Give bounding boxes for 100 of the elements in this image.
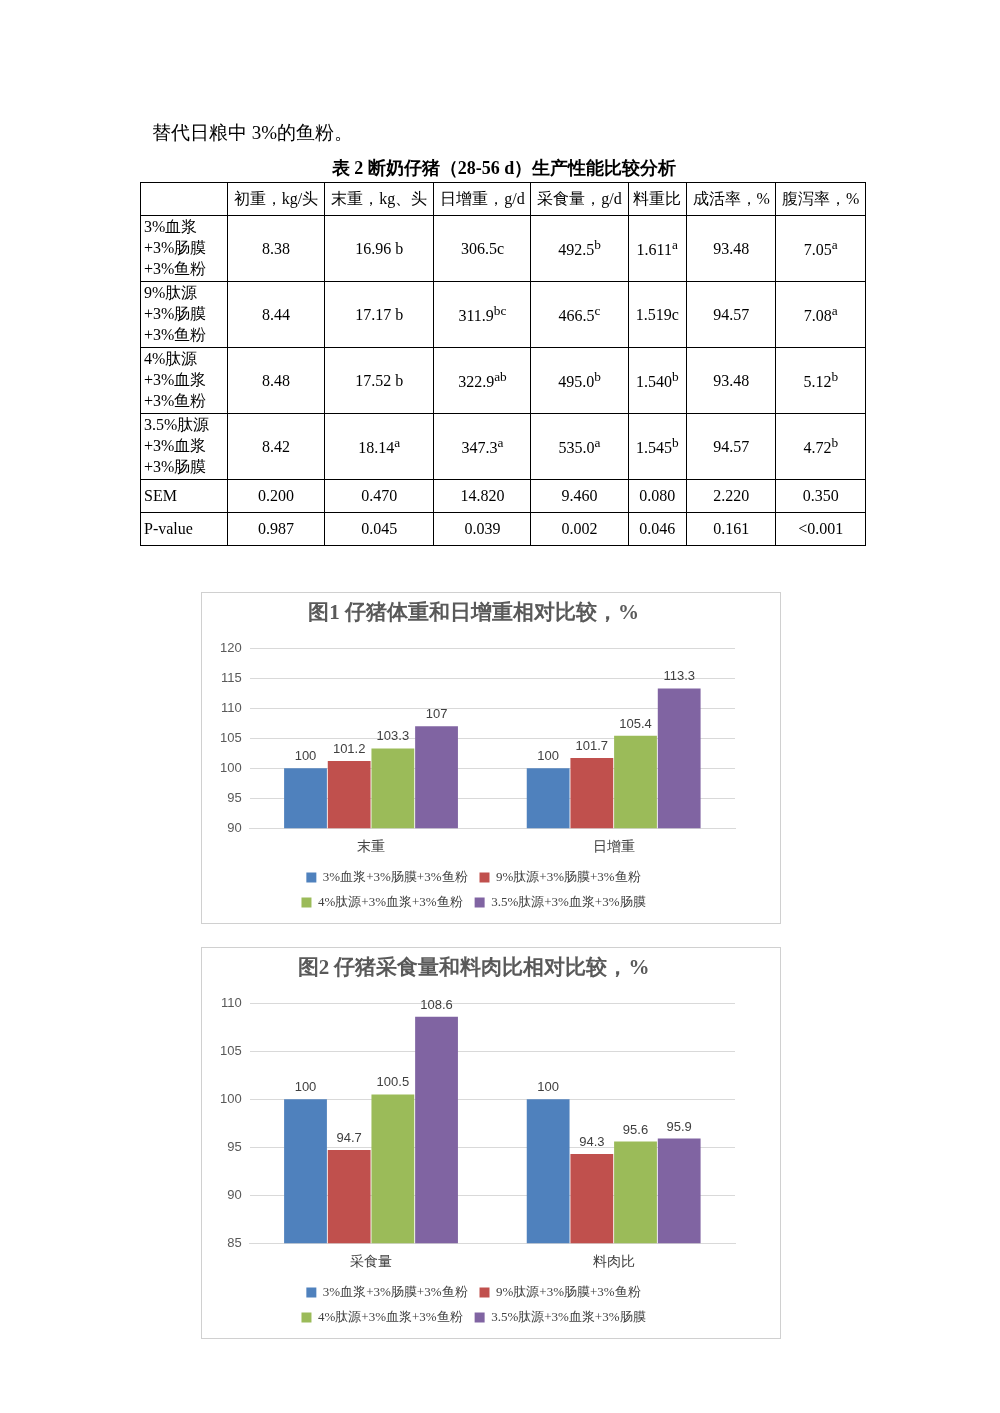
text: 4%肽源+3%血浆+3%鱼粉	[140, 347, 228, 414]
text: 0.002	[530, 512, 629, 546]
text: 1.519c	[628, 281, 687, 348]
text: 末重，kg、头	[324, 182, 434, 216]
text: 0.350	[775, 479, 866, 513]
text: 7.08$^{a}$	[775, 281, 866, 348]
text: 表 2 断奶仔猪（28-56 d）生产性能比较分析	[330, 157, 678, 180]
text: P-value	[140, 512, 228, 546]
text: 17.17 b	[324, 281, 434, 348]
text: 18.14$^{a}$	[324, 413, 434, 480]
text: 0.080	[628, 479, 687, 513]
text: 7.05$^{a}$	[775, 215, 866, 282]
legend-label: 3%血浆+3%肠膜+3%鱼粉	[322, 868, 468, 884]
y-tick-label: 85	[227, 1234, 242, 1250]
text: 306.5c	[433, 215, 531, 282]
text: 93.48	[686, 215, 776, 282]
text: 9%肽源+3%肠膜+3%鱼粉	[140, 281, 228, 348]
y-tick-label: 110	[220, 699, 242, 715]
text: 8.42	[227, 413, 325, 480]
y-tick-label: 120	[219, 639, 242, 655]
text: 日增重，g/d	[433, 182, 531, 216]
text: 0.039	[433, 512, 531, 546]
x-tick-label: 料肉比	[592, 1254, 635, 1270]
data-label: 100	[294, 748, 317, 764]
data-label: 95.9	[666, 1118, 692, 1134]
y-tick-label: 115	[220, 669, 242, 685]
data-label: 108.6	[420, 996, 453, 1012]
legend-label: 3.5%肽源+3%血浆+3%肠膜	[491, 893, 646, 909]
text: SEM	[140, 479, 228, 513]
data-label: 95.6	[622, 1121, 649, 1137]
text: 495.0$^{b}$	[530, 347, 629, 414]
text: 1.611$^{a}$	[628, 215, 687, 282]
text: 9.460	[530, 479, 629, 513]
y-tick-label: 90	[227, 1186, 242, 1202]
legend-label: 3.5%肽源+3%血浆+3%肠膜	[491, 1308, 646, 1324]
data-label: 94.3	[579, 1134, 605, 1149]
legend-label: 4%肽源+3%血浆+3%鱼粉	[317, 893, 463, 909]
data-label: 105.4	[619, 715, 652, 731]
text: 4.72$^{b}$	[775, 413, 866, 480]
y-tick-label: 105	[219, 729, 242, 745]
text: 0.161	[686, 512, 776, 546]
data-label: 103.3	[376, 728, 410, 744]
data-label: 101.2	[332, 741, 366, 757]
text: 8.44	[227, 281, 325, 348]
data-label: 94.7	[336, 1130, 362, 1146]
text: 311.9$^{bc}$	[433, 281, 531, 348]
text: 1.545$^{b}$	[628, 413, 687, 480]
text: 8.38	[227, 215, 325, 282]
y-tick-label: 95	[227, 789, 242, 805]
data-label: 100	[537, 748, 560, 764]
text: 初重，kg/头	[227, 182, 325, 216]
y-tick-label: 105	[219, 1042, 242, 1058]
text: 成活率，%	[686, 182, 776, 216]
y-tick-label: 95	[227, 1138, 242, 1154]
text: 14.820	[433, 479, 531, 513]
data-label: 100.5	[376, 1074, 410, 1090]
text: 替代日粮中 3%的鱼粉。	[152, 121, 355, 145]
data-label: 100	[537, 1079, 560, 1095]
text: 2.220	[686, 479, 776, 513]
text: 94.57	[686, 281, 776, 348]
x-tick-label: 采食量	[350, 1254, 393, 1270]
data-label: 113.3	[663, 668, 695, 684]
y-tick-label: 100	[219, 1090, 242, 1106]
x-tick-label: 日增重	[592, 839, 635, 855]
text: 3.5%肽源+3%血浆+3%肠膜	[140, 413, 228, 480]
text: 94.57	[686, 413, 776, 480]
text: 0.987	[227, 512, 325, 546]
data-label: 107	[425, 706, 448, 722]
text: 466.5$^{c}$	[530, 281, 629, 348]
text: 16.96 b	[324, 215, 434, 282]
text: 料重比	[628, 182, 687, 216]
legend-label: 9%肽源+3%肠膜+3%鱼粉	[496, 1283, 641, 1299]
text: 5.12$^{b}$	[775, 347, 866, 414]
y-tick-label: 100	[219, 759, 242, 775]
text: 492.5$^{b}$	[530, 215, 629, 282]
text: 腹泻率，%	[775, 182, 866, 216]
chart-title: 图2 仔猪采食量和料肉比相对比较，%	[297, 955, 650, 980]
text: 347.3$^{a}$	[433, 413, 531, 480]
text: 93.48	[686, 347, 776, 414]
y-tick-label: 90	[227, 819, 242, 835]
text: 0.200	[227, 479, 325, 513]
legend-label: 4%肽源+3%血浆+3%鱼粉	[317, 1308, 463, 1324]
data-label: 101.7	[575, 738, 609, 754]
text: 采食量，g/d	[530, 182, 629, 216]
x-tick-label: 末重	[357, 839, 386, 855]
text: 322.9$^{ab}$	[433, 347, 531, 414]
text: 1.540$^{b}$	[628, 347, 687, 414]
text: 535.0$^{a}$	[530, 413, 629, 480]
y-tick-label: 110	[220, 994, 242, 1010]
legend-label: 9%肽源+3%肠膜+3%鱼粉	[496, 868, 641, 884]
data-label: 100	[294, 1079, 317, 1095]
text: 3%血浆+3%肠膜+3%鱼粉	[140, 215, 228, 282]
text: <0.001	[775, 512, 866, 546]
text: 0.045	[324, 512, 434, 546]
text: 0.470	[324, 479, 434, 513]
text: 8.48	[227, 347, 325, 414]
text: 0.046	[628, 512, 687, 546]
legend-label: 3%血浆+3%肠膜+3%鱼粉	[322, 1283, 468, 1299]
chart-title: 图1 仔猪体重和日增重相对比较，%	[308, 600, 639, 625]
text: 17.52 b	[324, 347, 434, 414]
